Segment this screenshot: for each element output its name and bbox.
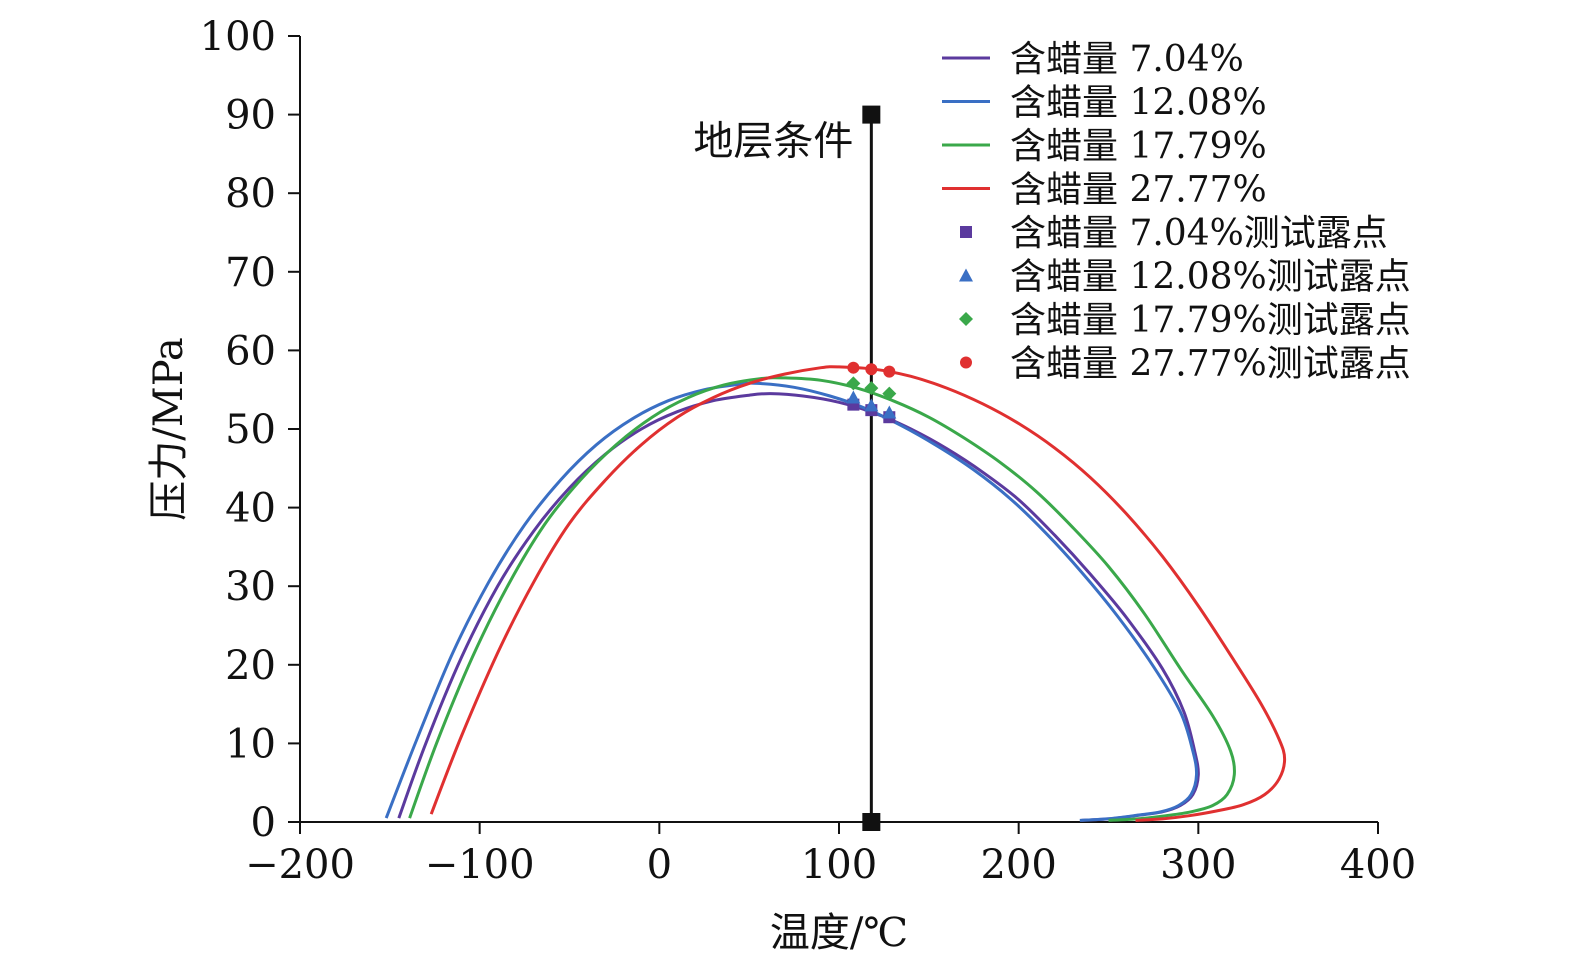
legend-swatch-marker — [959, 268, 973, 282]
legend-label: 含蜡量 17.79%测试露点 — [1010, 300, 1411, 341]
y-tick-label: 30 — [225, 564, 276, 610]
legend-label: 含蜡量 12.08%测试露点 — [1010, 257, 1411, 298]
x-tick-label: 300 — [1160, 842, 1236, 888]
axes: 0 10 20 30 40 50 60 70 80 90 100 −200 −100 0 100 200 300… — [200, 14, 1417, 888]
y-tick-label: 20 — [225, 643, 276, 689]
reference-line-group: 地层条件 — [693, 105, 881, 831]
y-tick-label: 60 — [225, 328, 276, 374]
legend-label: 含蜡量 17.79% — [1010, 126, 1267, 167]
legend-swatch-marker — [959, 312, 973, 326]
y-tick-label: 100 — [200, 14, 276, 60]
data-point-triangle — [846, 390, 861, 404]
legend-label: 含蜡量 12.08% — [1010, 83, 1267, 124]
x-tick-label: 200 — [980, 842, 1056, 888]
data-point-circle — [865, 363, 878, 376]
reference-top-marker — [862, 105, 881, 124]
y-axis-label: 压力/MPa — [146, 337, 192, 520]
y-tick-label: 0 — [251, 800, 276, 846]
x-tick-label: 0 — [647, 842, 672, 888]
legend-swatch-marker — [960, 356, 972, 369]
series-line-4 — [429, 365, 1287, 822]
y-tick-label: 50 — [225, 407, 276, 453]
data-point-circle — [883, 365, 896, 378]
data-point-diamond — [864, 381, 879, 396]
data-point-diamond — [882, 386, 897, 401]
legend-label: 含蜡量 7.04%测试露点 — [1010, 213, 1388, 254]
series-line-3 — [408, 376, 1236, 822]
reference-bottom-marker — [862, 813, 881, 831]
test-points — [846, 361, 897, 424]
x-axis-label: 温度/℃ — [770, 910, 908, 956]
legend-label: 含蜡量 27.77%测试露点 — [1010, 344, 1411, 385]
x-tick-label: −100 — [425, 842, 535, 888]
y-tick-label: 70 — [225, 250, 276, 296]
y-tick-label: 80 — [225, 171, 276, 217]
curves — [384, 365, 1287, 822]
legend: 含蜡量 7.04%含蜡量 12.08%含蜡量 17.79%含蜡量 27.77%含… — [942, 39, 1411, 385]
series-line-1 — [397, 392, 1200, 822]
x-tick-label: −200 — [245, 842, 355, 888]
legend-label: 含蜡量 7.04% — [1010, 39, 1244, 80]
data-point-circle — [847, 361, 860, 374]
data-point-triangle — [882, 405, 897, 419]
x-tick-label: 100 — [801, 842, 877, 888]
y-tick-label: 90 — [225, 93, 276, 139]
y-tick-label: 10 — [225, 721, 276, 767]
legend-swatch-marker — [960, 226, 972, 238]
x-tick-label: 400 — [1340, 842, 1416, 888]
series-line-2 — [384, 381, 1199, 822]
data-point-triangle — [864, 398, 879, 412]
legend-label: 含蜡量 27.77% — [1010, 170, 1267, 211]
reference-line-label: 地层条件 — [693, 119, 853, 165]
y-tick-label: 40 — [225, 486, 276, 532]
data-point-diamond — [846, 376, 861, 391]
